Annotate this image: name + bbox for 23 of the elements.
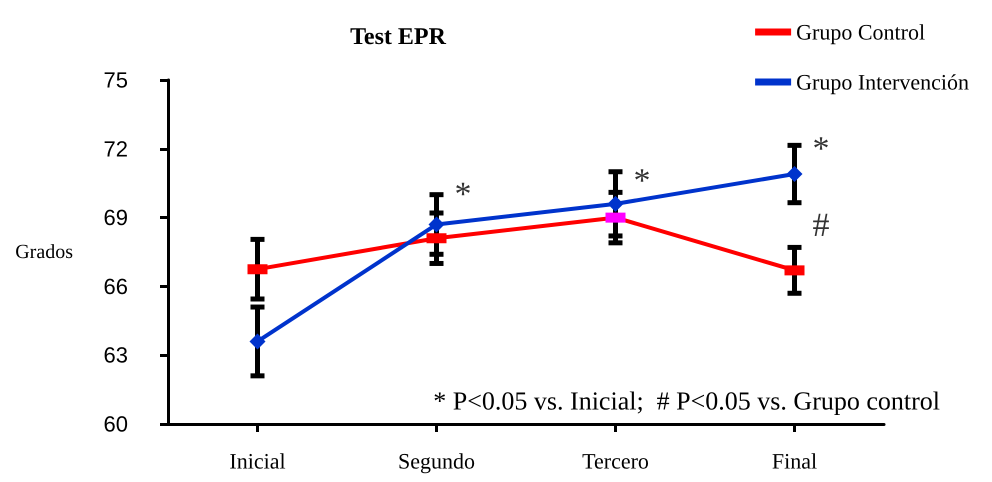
y-tick-label: 66 — [104, 274, 128, 299]
legend-label: Grupo Control — [796, 20, 926, 44]
chart-title: Test EPR — [350, 24, 447, 50]
annotation: # — [812, 206, 830, 244]
x-tick-label: Final — [772, 448, 818, 474]
point — [428, 216, 444, 232]
y-tick-label: 75 — [104, 68, 128, 92]
point — [786, 166, 802, 182]
y-tick-label: 63 — [104, 342, 128, 368]
y-tick-label: 69 — [104, 205, 128, 230]
point — [608, 196, 624, 212]
annotation: * P<0.05 vs. Inicial; # P<0.05 vs. Grupo control — [433, 386, 940, 416]
x-tick-label: Inicial — [229, 448, 286, 474]
annotation: * — [634, 162, 650, 200]
x-tick-label: Segundo — [398, 448, 475, 474]
annotation: * — [812, 130, 830, 168]
y-tick-label: 72 — [104, 136, 128, 162]
point — [250, 333, 266, 350]
y-axis-title: Grados — [15, 241, 74, 263]
annotation: * — [454, 176, 472, 214]
x-tick-label: Tercero — [582, 448, 649, 474]
y-tick-label: 60 — [104, 412, 128, 436]
legend-label: Grupo Intervención — [796, 70, 970, 94]
